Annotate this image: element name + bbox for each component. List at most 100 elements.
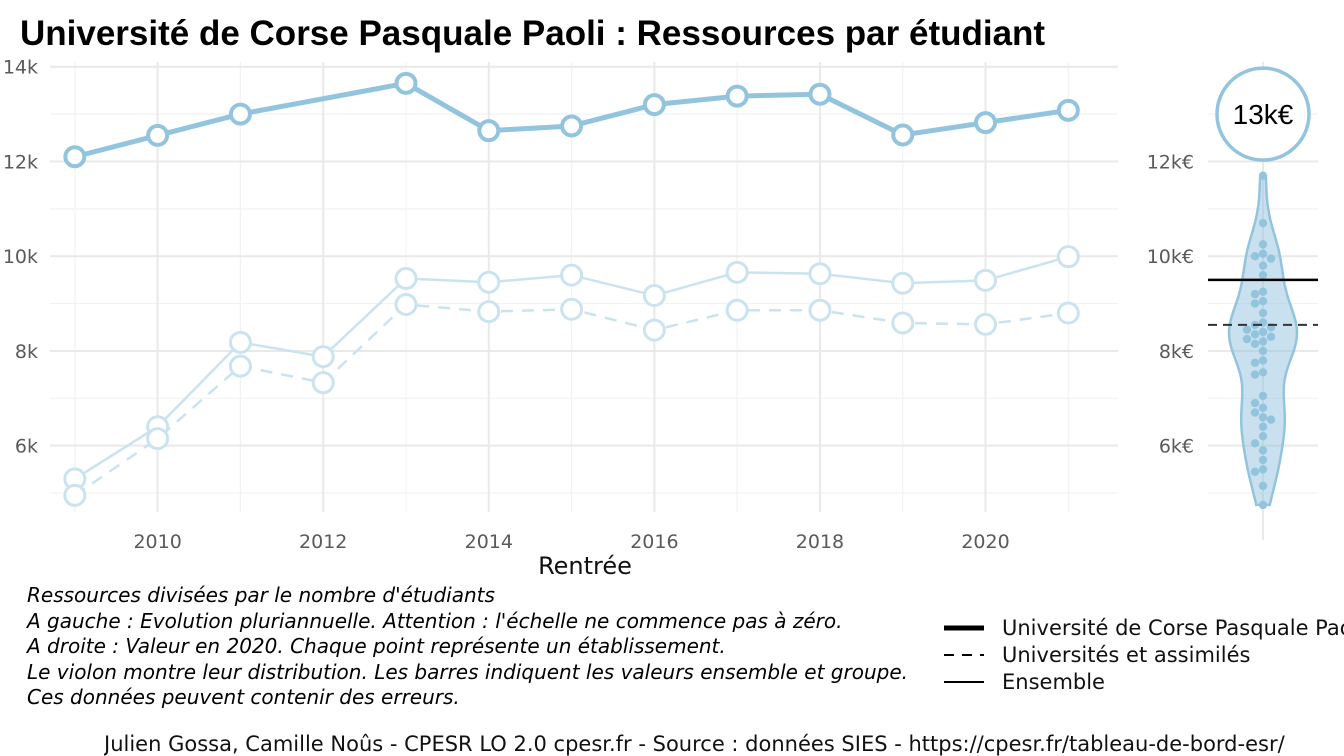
y-tick-label: 12k — [3, 151, 38, 173]
institution-point — [1250, 299, 1260, 308]
institution-point — [1250, 439, 1260, 448]
y-tick-label: 14k — [3, 57, 38, 79]
institution-point — [1266, 254, 1276, 263]
institution-point — [1258, 297, 1268, 306]
series-point — [891, 311, 915, 335]
series-point — [477, 270, 501, 294]
series-point — [725, 84, 749, 108]
institution-point — [1250, 289, 1260, 299]
series-point — [560, 297, 584, 321]
institution-point — [1258, 171, 1268, 180]
y-tick-label: 8k€ — [1159, 341, 1194, 363]
series-point — [228, 354, 252, 378]
institution-point — [1258, 327, 1268, 337]
institution-point — [1250, 467, 1260, 476]
value-badge-circle — [1215, 66, 1311, 162]
series-point — [642, 284, 666, 308]
institution-point — [1258, 337, 1268, 346]
series-point — [63, 483, 87, 507]
reference-bars — [1208, 278, 1318, 326]
institution-point — [1258, 356, 1268, 365]
series-point — [394, 293, 418, 317]
institution-point — [1258, 455, 1268, 465]
institution-point — [1258, 446, 1268, 455]
series-point — [63, 145, 87, 169]
institution-point — [1266, 332, 1276, 341]
chart-notes: Ressources divisées par le nombre d'étud… — [27, 583, 908, 711]
credit-line: Julien Gossa, Camille Noûs - CPESR LO 2.… — [104, 732, 1285, 756]
institution-point — [1258, 481, 1268, 491]
series-point — [642, 318, 666, 342]
y-tick-label: 6k€ — [1159, 436, 1194, 458]
institution-point — [1250, 358, 1260, 367]
series-point — [974, 111, 998, 135]
right-panel-ticks: 6k€ 8k€ 10k€ 12k€ — [1147, 151, 1194, 457]
series-point — [311, 345, 335, 369]
left-panel-ticks: 6k 8k 10k 12k 14k 2010 2012 2014 2016 2018 2020 — [3, 57, 1010, 553]
series-point — [974, 268, 998, 292]
legend-item-universites-assimiles: Universités et assimilés — [944, 641, 1344, 668]
legend-label: Universités et assimilés — [1002, 642, 1251, 667]
y-tick-label: 6k — [15, 436, 38, 458]
legend-key-solid — [944, 680, 984, 683]
y-tick-label: 10k — [3, 246, 38, 268]
series-point — [1056, 98, 1080, 122]
institution-point — [1258, 249, 1268, 259]
series-point — [808, 298, 832, 322]
institution-point — [1250, 252, 1260, 261]
y-tick-label: 8k — [15, 341, 38, 363]
institution-point — [1258, 432, 1268, 441]
series-point — [1056, 245, 1080, 269]
left-panel-points — [63, 71, 1080, 507]
series-point — [311, 371, 335, 395]
note-line: Ressources divisées par le nombre d'étud… — [27, 583, 495, 607]
institution-point — [1258, 465, 1268, 474]
institution-point — [1258, 500, 1268, 510]
institution-point — [1250, 339, 1260, 349]
series-point — [891, 123, 915, 147]
institution-point — [1258, 218, 1268, 228]
note-line: Ces données peuvent contenir des erreurs… — [27, 685, 460, 710]
series-point — [394, 71, 418, 95]
legend: Université de Corse Pasquale Paoli Unive… — [944, 614, 1344, 695]
institution-point — [1258, 308, 1268, 318]
x-tick-label: 2012 — [299, 531, 347, 553]
chart-title: Université de Corse Pasquale Paoli : Res… — [20, 14, 1046, 53]
legend-key-solid-thick — [944, 625, 984, 630]
institution-point — [1266, 415, 1276, 424]
series-point — [891, 271, 915, 295]
note-line: A droite : Valeur en 2020. Chaque point … — [27, 634, 726, 659]
x-tick-label: 2016 — [630, 531, 678, 553]
x-tick-label: 2020 — [961, 531, 1009, 553]
institution-point — [1250, 408, 1260, 417]
series-point — [146, 123, 170, 147]
value-badge: 13k€ — [1215, 66, 1311, 162]
institution-point — [1258, 346, 1268, 356]
series-point — [146, 427, 170, 451]
x-tick-label: 2018 — [796, 531, 844, 553]
institution-point — [1258, 240, 1268, 249]
institution-point — [1258, 270, 1268, 280]
legend-key-dashed — [944, 653, 984, 656]
series-point — [974, 312, 998, 336]
series-point — [808, 82, 832, 106]
left-panel-grid — [50, 62, 1118, 512]
series-point — [725, 260, 749, 284]
institution-point — [1258, 403, 1268, 412]
legend-label: Université de Corse Pasquale Paoli — [1002, 615, 1344, 640]
note-line: A gauche : Evolution pluriannuelle. Atte… — [27, 608, 843, 633]
institution-point — [1250, 330, 1260, 339]
institution-point — [1250, 398, 1260, 408]
legend-item-ensemble: Ensemble — [944, 668, 1344, 695]
series-point — [1056, 301, 1080, 325]
y-tick-label: 10k€ — [1147, 246, 1194, 268]
institution-point — [1242, 325, 1252, 334]
institution-point — [1258, 287, 1268, 296]
x-tick-label: 2010 — [133, 531, 181, 553]
series-point — [477, 119, 501, 143]
series-line — [74, 80, 1069, 160]
institution-point — [1258, 422, 1268, 431]
institution-point — [1250, 370, 1260, 379]
series-point — [560, 114, 584, 138]
legend-item-universite: Université de Corse Pasquale Paoli — [944, 614, 1344, 641]
